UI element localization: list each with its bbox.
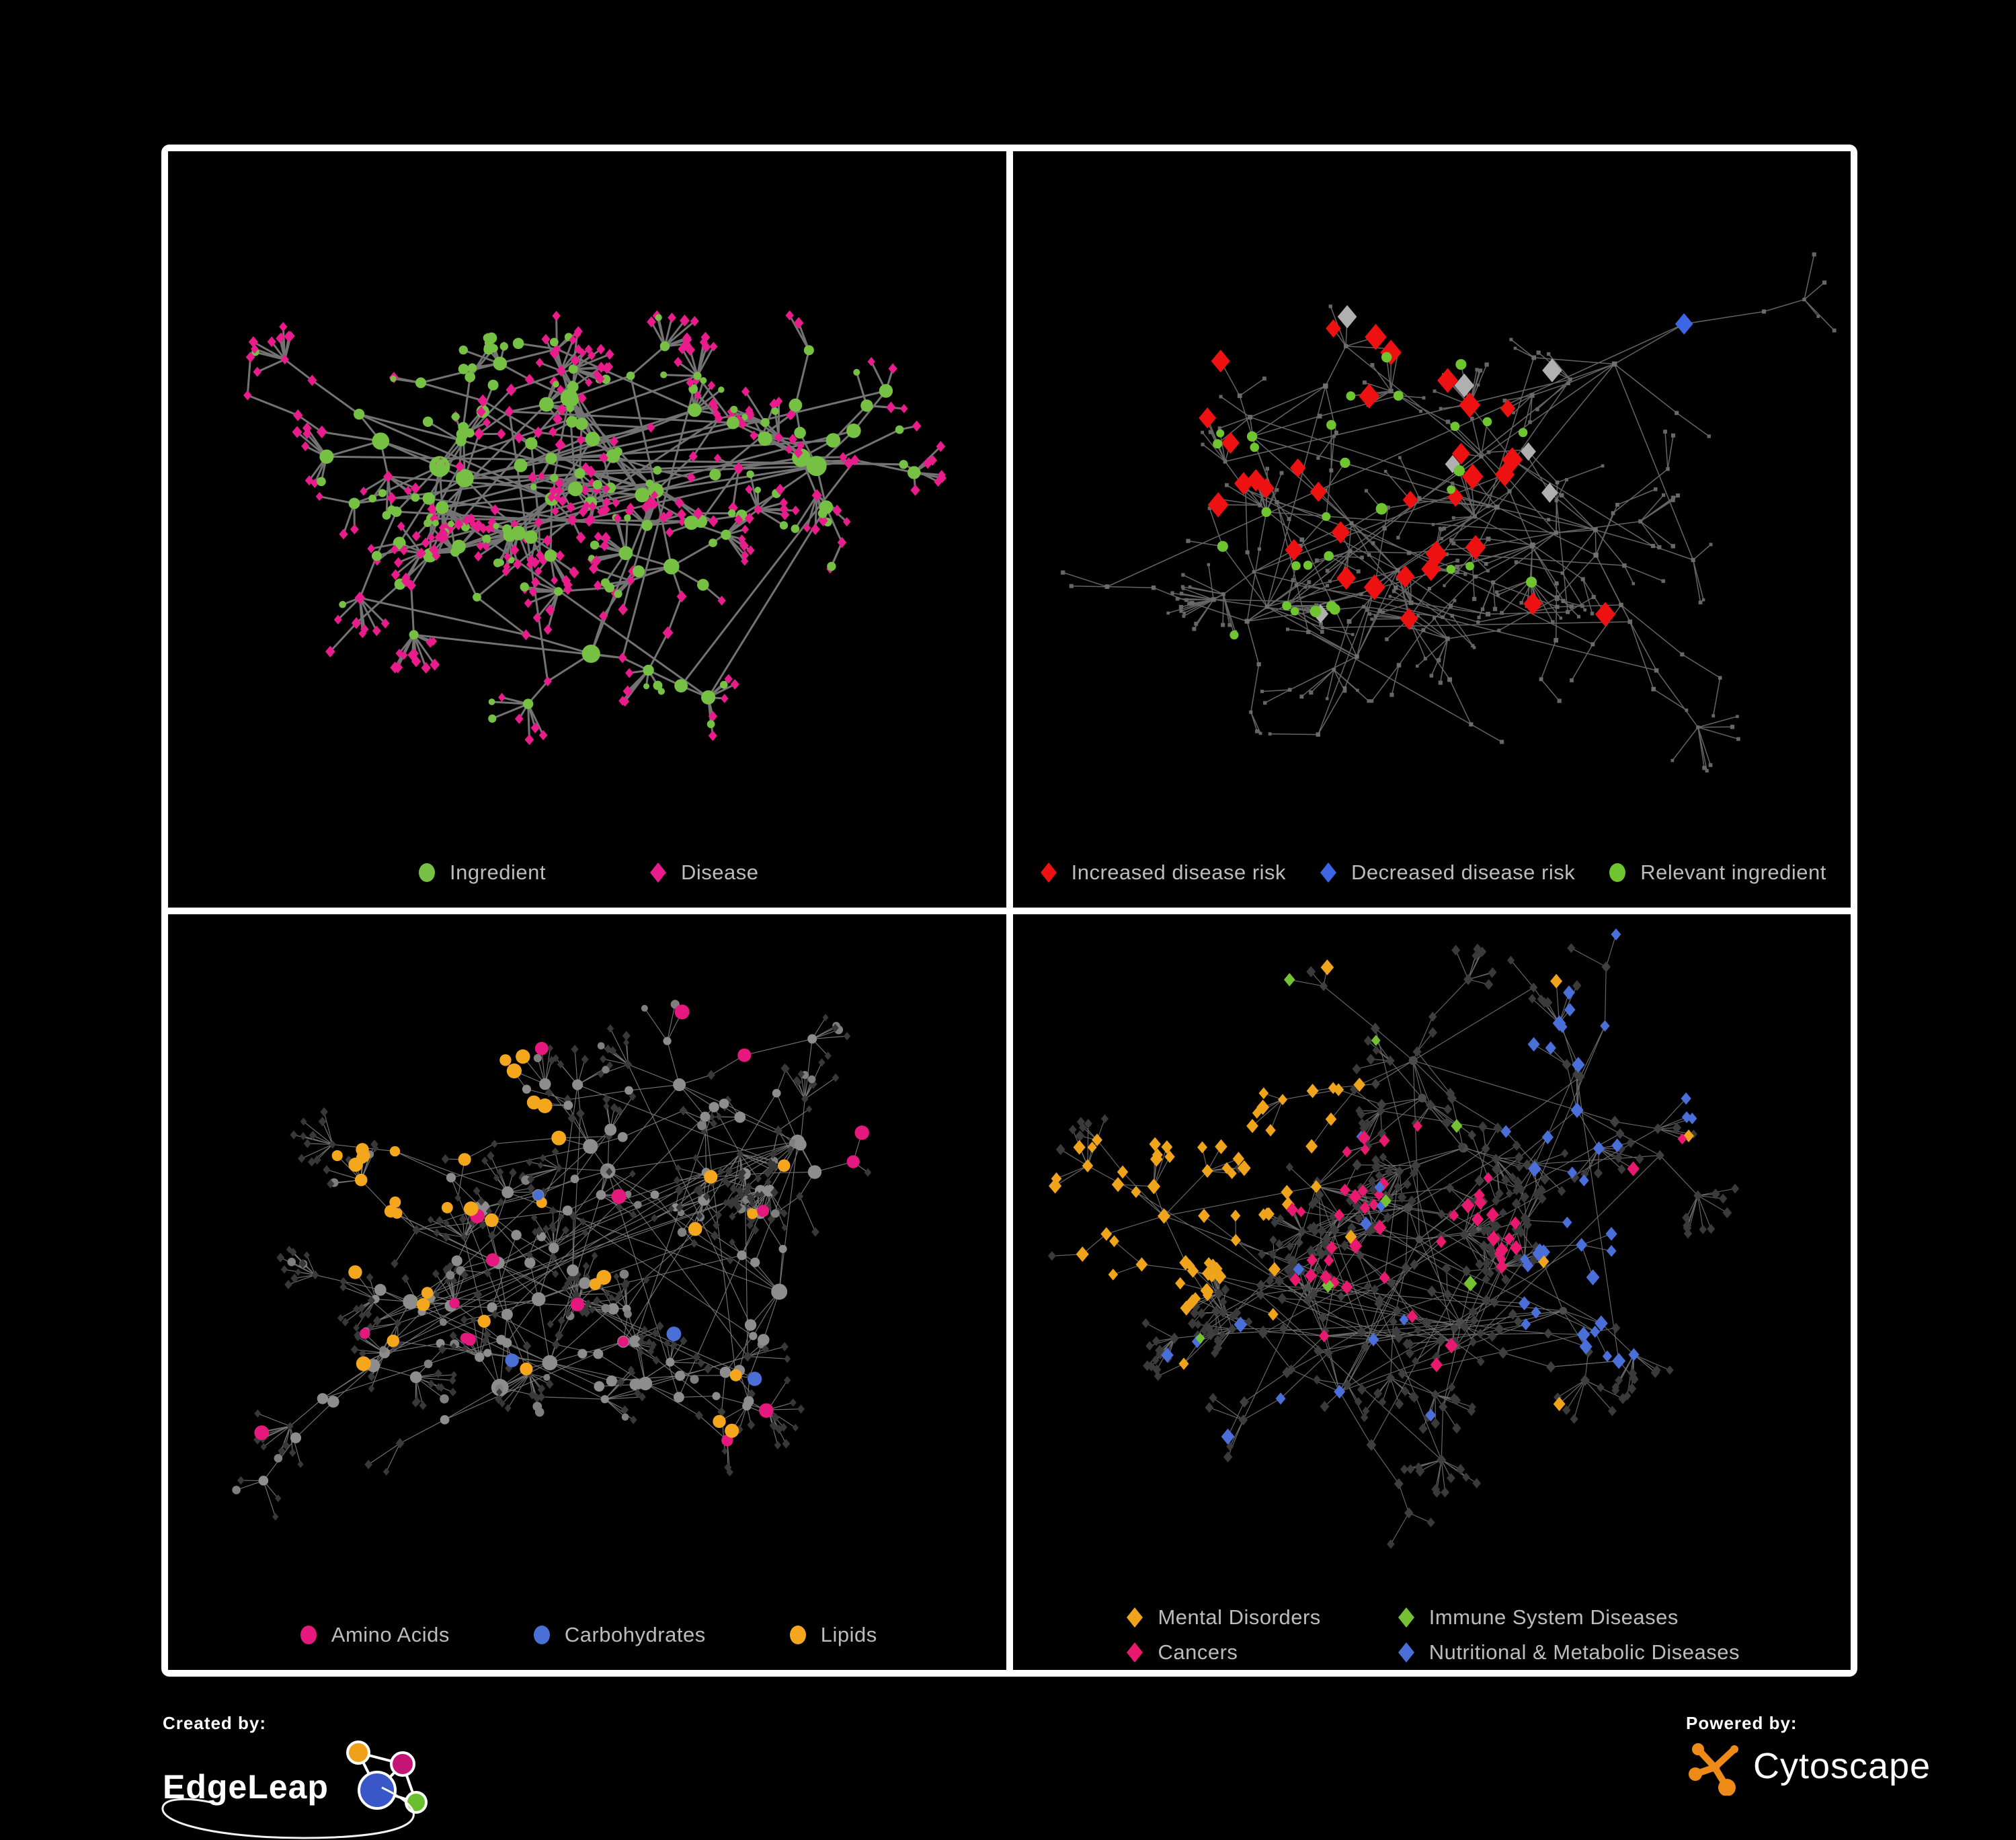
legend-item-increased-disease-risk: Increased disease risk bbox=[1037, 861, 1286, 885]
diamond-legend-marker bbox=[1317, 861, 1340, 884]
legend-label: Lipids bbox=[821, 1623, 877, 1647]
legend-label: Amino Acids bbox=[331, 1623, 450, 1647]
edgeleap-branding: Created by: EdgeLeap bbox=[163, 1713, 438, 1829]
created-by-label: Created by: bbox=[163, 1713, 438, 1734]
edgeleap-logo bbox=[323, 1735, 438, 1829]
network-nodes bbox=[1047, 928, 1738, 1548]
legend-item-amino-acids: Amino Acids bbox=[297, 1623, 450, 1647]
legend-item-immune-system-diseases: Immune System Diseases bbox=[1395, 1605, 1740, 1630]
circle-legend-marker bbox=[1606, 861, 1629, 884]
network-highlight-nodes bbox=[1199, 305, 1693, 639]
legend-label: Nutritional & Metabolic Diseases bbox=[1429, 1640, 1740, 1665]
legend-item-ingredient: Ingredient bbox=[415, 861, 546, 885]
legend-item-nutritional-metabolic-diseases: Nutritional & Metabolic Diseases bbox=[1395, 1640, 1740, 1665]
cytoscape-wordmark: Cytoscape bbox=[1753, 1745, 1931, 1787]
legend-item-mental-disorders: Mental Disorders bbox=[1123, 1605, 1320, 1630]
legend-label: Mental Disorders bbox=[1158, 1605, 1320, 1630]
legend-item-cancers: Cancers bbox=[1123, 1640, 1320, 1665]
diamond-legend-marker bbox=[1037, 861, 1060, 884]
network-graph-nutrient-class bbox=[168, 914, 1006, 1601]
network-edges bbox=[1063, 254, 1834, 770]
legend-ingredient-disease: Ingredient Disease bbox=[168, 838, 1006, 908]
diamond-legend-marker bbox=[647, 861, 670, 884]
network-nodes bbox=[1061, 252, 1836, 772]
legend-disease-class: Mental Disorders Immune System Diseases Ca… bbox=[1013, 1600, 1851, 1670]
edgeleap-logo-orange-node bbox=[348, 1742, 369, 1763]
legend-label: Decreased disease risk bbox=[1351, 861, 1575, 885]
cytoscape-logo bbox=[1686, 1736, 1745, 1796]
legend-disease-risk: Increased disease risk Decreased disease … bbox=[1013, 838, 1851, 908]
network-edges bbox=[237, 1004, 868, 1516]
network-graph-disease-risk bbox=[1013, 151, 1851, 838]
legend-label: Cancers bbox=[1158, 1640, 1238, 1665]
legend-item-carbohydrates: Carbohydrates bbox=[530, 1623, 706, 1647]
legend-item-relevant-ingredient: Relevant ingredient bbox=[1606, 861, 1826, 885]
edgeleap-lockup: EdgeLeap bbox=[163, 1735, 438, 1829]
diamond-legend-marker bbox=[1395, 1606, 1418, 1629]
legend-item-decreased-disease-risk: Decreased disease risk bbox=[1317, 861, 1575, 885]
edgeleap-logo-blue-node bbox=[359, 1772, 395, 1808]
powered-by-label: Powered by: bbox=[1686, 1713, 1931, 1734]
legend-label: Relevant ingredient bbox=[1640, 861, 1826, 885]
edgeleap-logo-magenta-node bbox=[391, 1753, 414, 1775]
legend-label: Immune System Diseases bbox=[1429, 1605, 1679, 1630]
panel-ingredient-disease: Ingredient Disease bbox=[168, 151, 1006, 908]
four-panel-network-grid: Ingredient Disease Increased disease risk… bbox=[161, 145, 1857, 1677]
network-graph-disease-class bbox=[1013, 914, 1851, 1601]
legend-label: Disease bbox=[681, 861, 759, 885]
network-graph-ingredient-disease bbox=[168, 151, 1006, 838]
legend-item-disease: Disease bbox=[647, 861, 759, 885]
network-edges bbox=[1051, 934, 1734, 1544]
network-highlight-nodes bbox=[254, 1004, 869, 1446]
circle-legend-marker bbox=[787, 1624, 809, 1646]
legend-nutrient-class: Amino Acids Carbohydrates Lipids bbox=[168, 1600, 1006, 1670]
legend-item-lipids: Lipids bbox=[787, 1623, 877, 1647]
legend-label: Ingredient bbox=[450, 861, 546, 885]
network-nodes bbox=[243, 311, 946, 746]
legend-label: Increased disease risk bbox=[1072, 861, 1286, 885]
circle-legend-marker bbox=[530, 1624, 553, 1646]
legend-label: Carbohydrates bbox=[565, 1623, 706, 1647]
cytoscape-branding: Powered by: Cytoscape bbox=[1686, 1713, 1931, 1796]
diamond-legend-marker bbox=[1123, 1606, 1146, 1629]
edgeleap-logo-green-node bbox=[406, 1792, 426, 1812]
network-nodes bbox=[232, 1000, 871, 1521]
panel-nutrient-class: Amino Acids Carbohydrates Lipids bbox=[168, 914, 1006, 1671]
panel-disease-risk: Increased disease risk Decreased disease … bbox=[1013, 151, 1851, 908]
diamond-legend-marker bbox=[1395, 1641, 1418, 1664]
circle-legend-marker bbox=[297, 1624, 320, 1646]
diamond-legend-marker bbox=[1123, 1641, 1146, 1664]
circle-legend-marker bbox=[415, 861, 438, 884]
cytoscape-lockup: Cytoscape bbox=[1686, 1736, 1931, 1796]
edgeleap-wordmark: EdgeLeap bbox=[163, 1770, 329, 1804]
panel-disease-class: Mental Disorders Immune System Diseases Ca… bbox=[1013, 914, 1851, 1671]
